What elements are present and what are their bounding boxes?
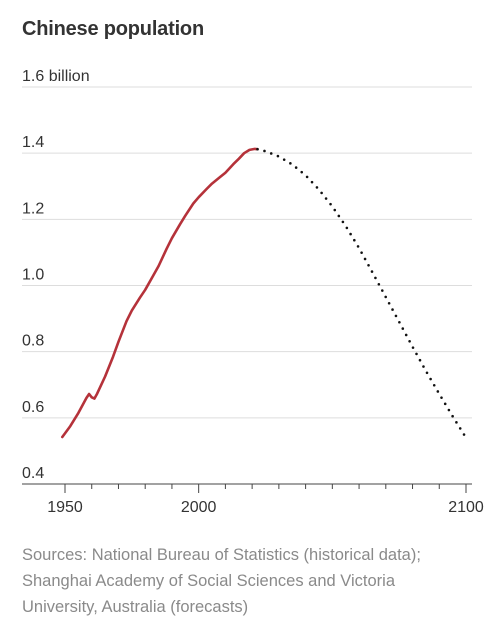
x-tick-label: 1950 [47, 499, 83, 516]
y-tick-label: 1.0 [22, 267, 44, 284]
series-lines [60, 147, 468, 440]
population-line-chart: 1.6 billion 1.4 1.2 1.0 0.8 0.6 0.4 1950 2000 21… [22, 68, 484, 516]
gridlines [22, 86, 472, 419]
historical-series-line [60, 147, 259, 439]
forecast-series-line [256, 147, 468, 440]
y-tick-label: 1.4 [22, 134, 44, 151]
source-note: Sources: National Bureau of Statistics (… [22, 546, 421, 616]
y-tick-label: 0.6 [22, 399, 44, 416]
y-tick-label: 1.6 billion [22, 68, 90, 85]
y-axis-tick-labels: 1.6 billion 1.4 1.2 1.0 0.8 0.6 0.4 [22, 68, 90, 482]
x-tick-label: 2100 [448, 499, 484, 516]
x-axis: 1950 2000 2100 [22, 483, 484, 516]
y-tick-label: 0.4 [22, 465, 44, 482]
y-tick-label: 1.2 [22, 200, 44, 217]
chart-title: Chinese population [22, 18, 204, 40]
x-tick-label: 2000 [181, 499, 217, 516]
y-tick-label: 0.8 [22, 333, 44, 350]
